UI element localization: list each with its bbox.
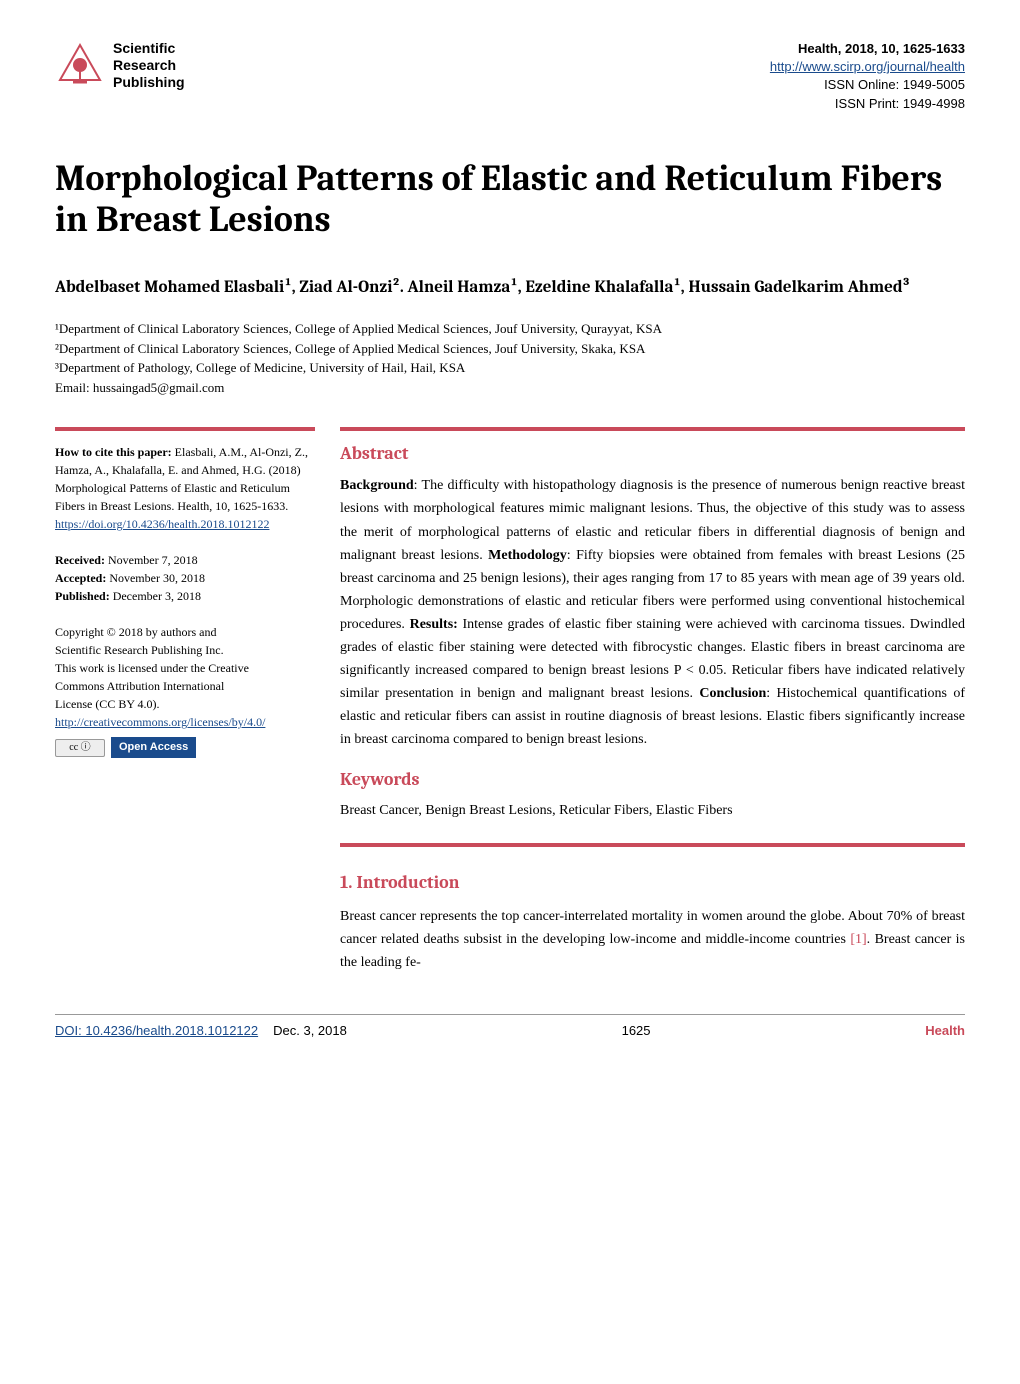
methodology-label: Methodology <box>488 548 567 563</box>
copyright-line-4: Commons Attribution International <box>55 677 315 695</box>
cc-license-link[interactable]: http://creativecommons.org/licenses/by/4… <box>55 715 265 729</box>
publisher-logo-block: Scientific Research Publishing <box>55 40 185 90</box>
background-label: Background <box>340 478 414 493</box>
issn-print: ISSN Print: 1949-4998 <box>770 95 965 113</box>
affiliation-1: ¹Department of Clinical Laboratory Scien… <box>55 319 965 339</box>
accepted-date: November 30, 2018 <box>106 571 205 585</box>
keywords-divider-bottom <box>340 843 965 847</box>
issn-online: ISSN Online: 1949-5005 <box>770 76 965 94</box>
footer-page-number: 1625 <box>622 1023 651 1038</box>
results-label: Results: <box>410 617 458 632</box>
copyright-block: Copyright © 2018 by authors and Scientif… <box>55 623 315 758</box>
main-content: Abstract Background: The difficulty with… <box>340 427 965 974</box>
abstract-body: Background: The difficulty with histopat… <box>340 474 965 751</box>
authors-list: Abdelbaset Mohamed Elasbali¹, Ziad Al-On… <box>55 276 965 300</box>
journal-url-link[interactable]: http://www.scirp.org/journal/health <box>770 59 965 74</box>
page-footer: DOI: 10.4236/health.2018.1012122 Dec. 3,… <box>55 1014 965 1038</box>
cc-by-icon: cc ⓘ <box>55 739 105 757</box>
affiliations-block: ¹Department of Clinical Laboratory Scien… <box>55 319 965 397</box>
publisher-logo-icon <box>55 40 105 90</box>
license-badges: cc ⓘ Open Access <box>55 737 315 758</box>
received-date: November 7, 2018 <box>105 553 198 567</box>
open-access-badge: Open Access <box>111 737 196 758</box>
reference-1-link[interactable]: [1] <box>850 932 866 947</box>
doi-link[interactable]: https://doi.org/10.4236/health.2018.1012… <box>55 517 269 531</box>
footer-date: Dec. 3, 2018 <box>273 1023 347 1038</box>
introduction-text: Breast cancer represents the top cancer-… <box>340 905 965 974</box>
cite-label: How to cite this paper: <box>55 445 172 459</box>
dates-block: Received: November 7, 2018 Accepted: Nov… <box>55 551 315 605</box>
introduction-heading: 1. Introduction <box>340 872 965 893</box>
sidebar-divider-top <box>55 427 315 431</box>
received-label: Received: <box>55 553 105 567</box>
copyright-line-3: This work is licensed under the Creative <box>55 659 315 677</box>
footer-journal-name: Health <box>925 1023 965 1038</box>
journal-citation: Health, 2018, 10, 1625-1633 <box>770 40 965 58</box>
keywords-text: Breast Cancer, Benign Breast Lesions, Re… <box>340 800 965 822</box>
copyright-line-5: License (CC BY 4.0). <box>55 695 315 713</box>
corresponding-email: Email: hussaingad5@gmail.com <box>55 378 965 398</box>
keywords-heading: Keywords <box>340 769 965 790</box>
published-date: December 3, 2018 <box>110 589 201 603</box>
copyright-line-1: Copyright © 2018 by authors and <box>55 623 315 641</box>
logo-line-2: Research <box>113 57 185 74</box>
affiliation-2: ²Department of Clinical Laboratory Scien… <box>55 339 965 359</box>
copyright-line-2: Scientific Research Publishing Inc. <box>55 641 315 659</box>
abstract-heading: Abstract <box>340 443 965 464</box>
logo-line-3: Publishing <box>113 74 185 91</box>
published-label: Published: <box>55 589 110 603</box>
footer-left: DOI: 10.4236/health.2018.1012122 Dec. 3,… <box>55 1023 347 1038</box>
abstract-divider-top <box>340 427 965 431</box>
affiliation-3: ³Department of Pathology, College of Med… <box>55 358 965 378</box>
footer-doi-link[interactable]: DOI: 10.4236/health.2018.1012122 <box>55 1023 258 1038</box>
paper-title: Morphological Patterns of Elastic and Re… <box>55 158 965 241</box>
sidebar-metadata: How to cite this paper: Elasbali, A.M., … <box>55 427 315 974</box>
publication-metadata: Health, 2018, 10, 1625-1633 http://www.s… <box>770 40 965 113</box>
page-header: Scientific Research Publishing Health, 2… <box>55 40 965 113</box>
conclusion-label: Conclusion <box>699 686 766 701</box>
logo-line-1: Scientific <box>113 40 185 57</box>
publisher-name: Scientific Research Publishing <box>113 40 185 90</box>
accepted-label: Accepted: <box>55 571 106 585</box>
citation-block: How to cite this paper: Elasbali, A.M., … <box>55 443 315 533</box>
